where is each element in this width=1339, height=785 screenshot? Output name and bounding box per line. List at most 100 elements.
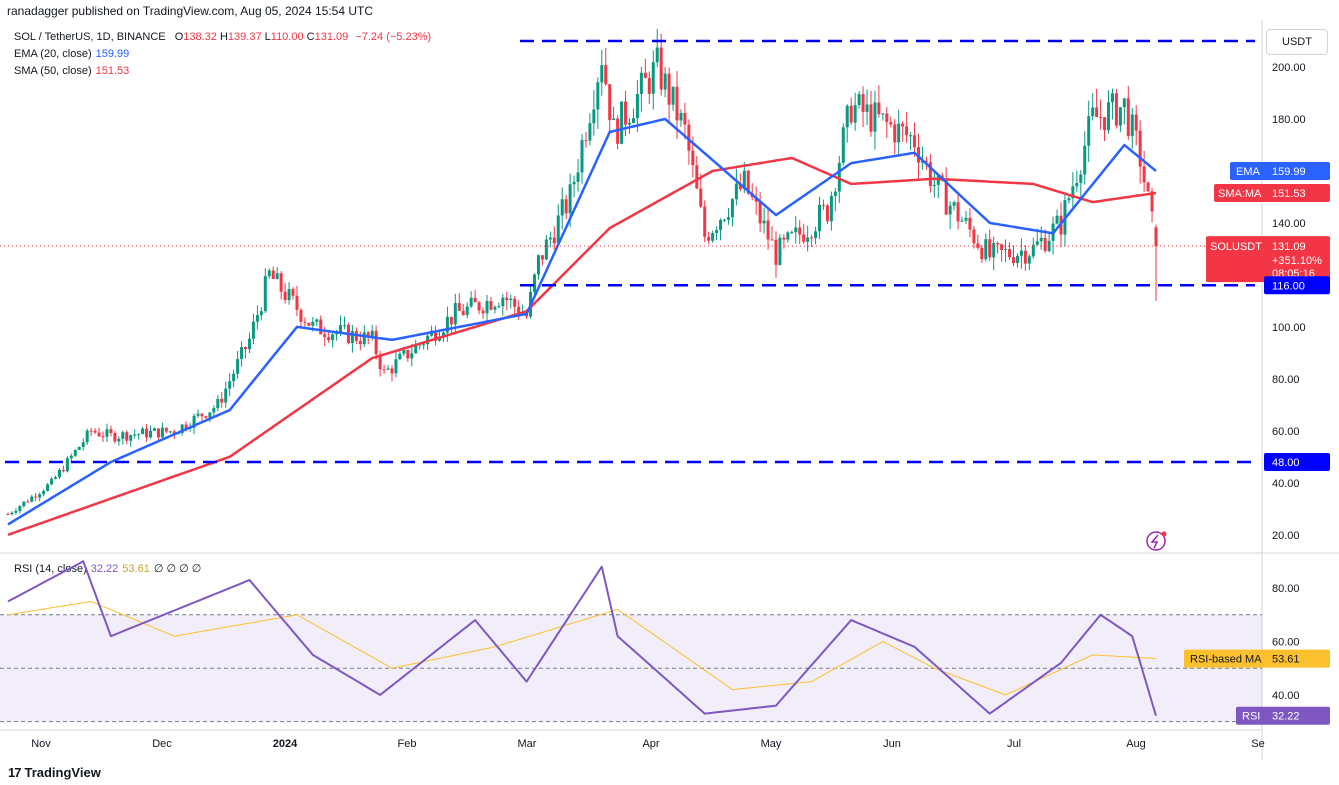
flash-bolt-icon — [1150, 534, 1159, 549]
candle-body — [200, 413, 204, 417]
rsi-badge-text: RSI — [1242, 711, 1260, 723]
candle-body — [247, 338, 251, 350]
candle-body — [517, 306, 521, 315]
candle-body — [766, 220, 770, 240]
candle-body — [251, 321, 255, 339]
rsi-legend-value: 32.22 — [90, 563, 119, 575]
candle-body — [1106, 102, 1110, 131]
symbol-legend: SOL / TetherUS, 1D, BINANCE O138.32 H139… — [14, 31, 431, 43]
candle-body — [267, 270, 271, 277]
published-line: ranadagger published on TradingView.com,… — [7, 4, 374, 18]
candle-body — [861, 94, 865, 112]
candle-body — [913, 135, 917, 148]
candle-body — [117, 438, 121, 442]
candle-body — [271, 270, 275, 279]
candle-body — [212, 408, 216, 413]
rsi-tick-label: 40.00 — [1272, 690, 1300, 702]
candle-body — [1027, 256, 1031, 264]
candle-body — [786, 232, 790, 240]
candle-body — [350, 331, 354, 344]
candle-body — [457, 303, 461, 311]
candle-body — [307, 322, 311, 326]
candle-body — [1023, 250, 1027, 264]
candle-body — [1035, 241, 1039, 245]
candle-body — [509, 298, 513, 301]
candle-body — [604, 65, 608, 85]
candle-body — [1000, 244, 1004, 250]
candle-body — [449, 316, 453, 325]
candle-body — [386, 368, 390, 370]
last-price-badge-text: SOLUSDT — [1210, 241, 1262, 253]
candle-body — [928, 162, 932, 186]
currency-label: USDT — [1282, 36, 1312, 48]
candle-body — [1138, 130, 1142, 167]
sma-legend: SMA (50, close) 151.53 — [14, 65, 129, 77]
candle-body — [77, 446, 81, 450]
candle-body — [1015, 255, 1019, 264]
candle-body — [715, 230, 719, 233]
sma50-line — [7, 156, 1157, 536]
candle-body — [893, 124, 897, 143]
candle-body — [109, 429, 113, 434]
sma-badge-text: SMA:MA — [1218, 188, 1262, 200]
candle-body — [489, 301, 493, 310]
candle-body — [679, 113, 683, 121]
candle-body — [65, 458, 69, 472]
low-label: L — [264, 31, 271, 43]
last-price-badge-text: 131.09 — [1272, 241, 1306, 253]
time-tick-label: May — [761, 738, 782, 750]
candle-body — [204, 416, 208, 418]
candle-body — [180, 424, 184, 434]
candle-body — [525, 313, 529, 317]
candle-body — [390, 368, 394, 374]
ema20-line — [7, 117, 1157, 526]
tradingview-wordmark: TradingView — [24, 765, 101, 780]
rsi-ma-badge-text: RSI-based MA — [1190, 654, 1262, 666]
candle-body — [477, 302, 481, 311]
time-tick-label: Jun — [883, 738, 901, 750]
candle-body — [38, 494, 42, 498]
support-48-badge-text: 48.00 — [1272, 457, 1300, 469]
candle-body — [897, 123, 901, 143]
time-tick-label: Aug — [1126, 738, 1146, 750]
candle-body — [956, 202, 960, 222]
candle-body — [968, 217, 972, 230]
candle-body — [1095, 107, 1099, 117]
candle-body — [889, 122, 893, 125]
candle-body — [810, 237, 814, 239]
price-tick-label: 80.00 — [1272, 374, 1300, 386]
candle-body — [497, 306, 501, 308]
candle-body — [192, 415, 196, 428]
candle-body — [228, 381, 232, 389]
flash-dot-icon — [1161, 531, 1167, 537]
candle-body — [687, 124, 691, 151]
rsi-legend-extra: ∅ ∅ ∅ ∅ — [153, 563, 202, 575]
rsi-ma-line — [7, 600, 1157, 696]
candle-body — [283, 291, 287, 301]
candle-body — [730, 199, 734, 218]
candle-body — [849, 105, 853, 123]
candle-body — [572, 181, 576, 185]
currency-selector[interactable]: USDT — [1266, 29, 1328, 55]
high-value: 139.37 — [227, 31, 262, 43]
candle-body — [1019, 250, 1023, 256]
candle-body — [22, 501, 26, 507]
price-tick-label: 40.00 — [1272, 478, 1300, 490]
candle-body — [972, 229, 976, 244]
candle-body — [683, 113, 687, 125]
candle-body — [703, 206, 707, 237]
candle-body — [208, 412, 212, 418]
candle-body — [699, 188, 703, 207]
rsi-ma-badge-bg — [1184, 649, 1330, 668]
candle-body — [85, 430, 89, 443]
candle-body — [370, 330, 374, 338]
candle-body — [663, 73, 667, 90]
candle-body — [818, 204, 822, 232]
candle-body — [1055, 215, 1059, 224]
candle-body — [770, 239, 774, 241]
candle-body — [639, 72, 643, 95]
candle-body — [57, 469, 61, 478]
candle-body — [14, 510, 18, 513]
candle-body — [841, 127, 845, 163]
